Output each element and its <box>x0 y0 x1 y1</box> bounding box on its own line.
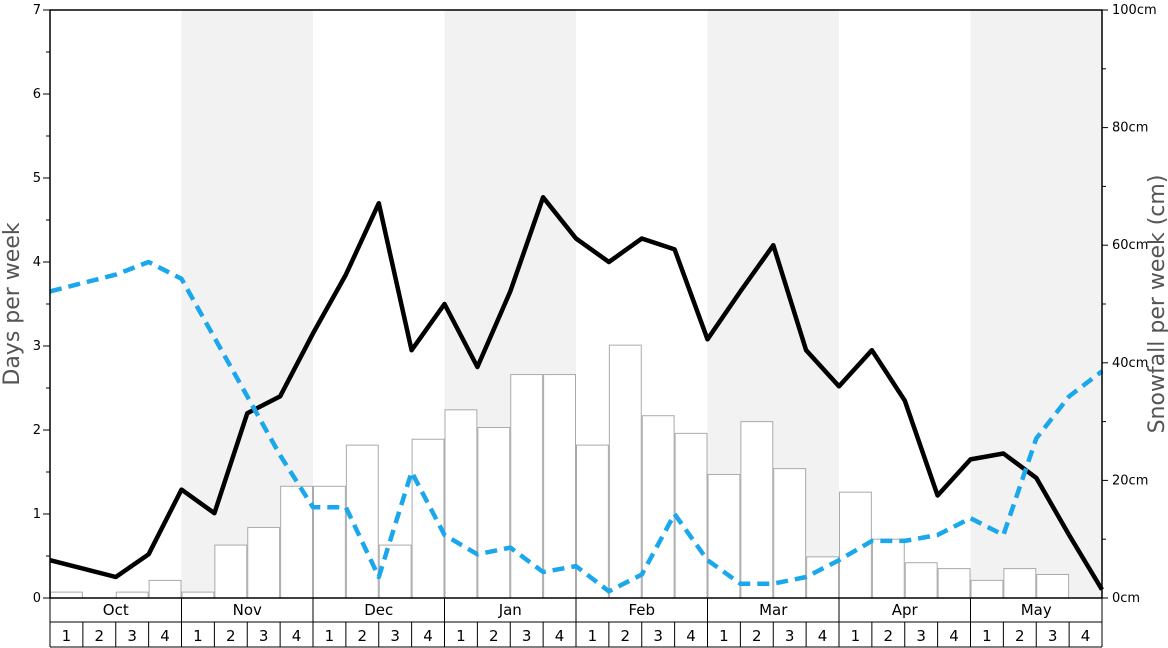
y2-axis-title: Snowfall per week (cm) <box>1145 175 1168 434</box>
snowfall-bar <box>313 485 346 599</box>
snowfall-bar <box>707 474 741 599</box>
week-label: 3 <box>127 627 137 645</box>
week-label: 2 <box>752 627 762 645</box>
week-label: 1 <box>62 627 72 645</box>
week-label: 4 <box>686 627 696 645</box>
week-label: 4 <box>818 627 828 645</box>
month-label: Nov <box>233 601 262 619</box>
week-label: 3 <box>653 627 663 645</box>
week-label: 4 <box>949 627 959 645</box>
month-bands <box>181 10 1102 598</box>
week-label: 1 <box>982 627 992 645</box>
y-tick-label: 7 <box>33 3 41 18</box>
snowfall-bar <box>970 579 1004 599</box>
snowfall-bar <box>50 591 83 599</box>
week-label: 4 <box>1081 627 1091 645</box>
y-tick-label: 3 <box>33 339 41 354</box>
snowfall-bar <box>115 591 149 599</box>
week-label: 4 <box>555 627 565 645</box>
day-lines <box>49 195 1104 594</box>
snowfall-bar <box>411 438 445 599</box>
snowfall-bar <box>937 568 971 599</box>
y2-tick-label: 40cm <box>1112 356 1148 371</box>
snowfall-bar <box>641 415 675 599</box>
week-label: 2 <box>489 627 499 645</box>
snowfall-bar <box>444 409 478 599</box>
solid-series-line <box>49 195 1104 591</box>
snowfall-bar <box>674 432 708 599</box>
y-axis-title: Days per week <box>0 222 25 385</box>
week-label: 2 <box>884 627 894 645</box>
week-label: 1 <box>325 627 335 645</box>
week-label: 3 <box>259 627 269 645</box>
snowfall-bar <box>181 591 215 599</box>
month-label: Apr <box>892 601 919 619</box>
dashed-series-line <box>49 259 1104 594</box>
snowfall-bar <box>608 344 642 599</box>
month-label: Mar <box>759 601 788 619</box>
y-tick-label: 0 <box>33 591 41 606</box>
week-label: 2 <box>358 627 368 645</box>
snowfall-bar <box>247 526 281 599</box>
y2-tick-label: 80cm <box>1112 121 1148 136</box>
y-tick-label: 6 <box>33 87 41 102</box>
snowfall-bar <box>148 579 182 599</box>
week-label: 3 <box>390 627 400 645</box>
y2-tick-label: 0cm <box>1112 591 1140 606</box>
snowfall-bar <box>543 374 576 599</box>
week-label: 2 <box>226 627 236 645</box>
week-label: 4 <box>423 627 433 645</box>
snowfall-bar <box>280 485 313 599</box>
snowfall-bar <box>477 426 511 599</box>
week-label: 4 <box>160 627 170 645</box>
week-label: 2 <box>1015 627 1025 645</box>
week-label: 1 <box>456 627 466 645</box>
month-band <box>970 10 1102 598</box>
week-label: 2 <box>621 627 631 645</box>
week-label: 3 <box>916 627 926 645</box>
week-label: 1 <box>588 627 598 645</box>
snowfall-bar <box>1036 573 1070 599</box>
snowfall-bar <box>510 374 544 599</box>
week-label: 1 <box>719 627 729 645</box>
y-tick-label: 5 <box>33 171 41 186</box>
y2-tick-label: 20cm <box>1112 473 1148 488</box>
category-axis: Oct 1 2 3 4 Nov 1 2 3 4 Dec 1 2 3 4 Jan 1 2 3 4 Feb 1 2 3 4 Mar 1 2… <box>49 598 1103 648</box>
y-tick-label: 2 <box>33 423 41 438</box>
week-label: 3 <box>1048 627 1058 645</box>
week-label: 1 <box>851 627 861 645</box>
week-label: 2 <box>95 627 105 645</box>
month-label: Feb <box>628 601 655 619</box>
month-label: Jan <box>498 601 522 619</box>
week-label: 1 <box>193 627 203 645</box>
y2-tick-label: 60cm <box>1112 238 1148 253</box>
y-tick-label: 1 <box>33 507 41 522</box>
month-label: May <box>1021 601 1052 619</box>
snowfall-bar <box>740 421 774 599</box>
week-label: 3 <box>522 627 532 645</box>
snowfall-bar <box>345 444 379 599</box>
snowfall-bar <box>214 544 248 599</box>
snowfall-bar <box>871 538 905 599</box>
snowfall-bar <box>904 562 938 599</box>
snowfall-bar <box>576 444 609 599</box>
y2-tick-label: 100cm <box>1112 3 1157 18</box>
snowfall-bar <box>1003 568 1037 599</box>
snowfall-bars <box>50 344 1070 599</box>
y-tick-label: 4 <box>33 255 41 270</box>
week-label: 3 <box>785 627 795 645</box>
week-label: 4 <box>292 627 302 645</box>
month-label: Oct <box>103 601 129 619</box>
month-label: Dec <box>364 601 393 619</box>
